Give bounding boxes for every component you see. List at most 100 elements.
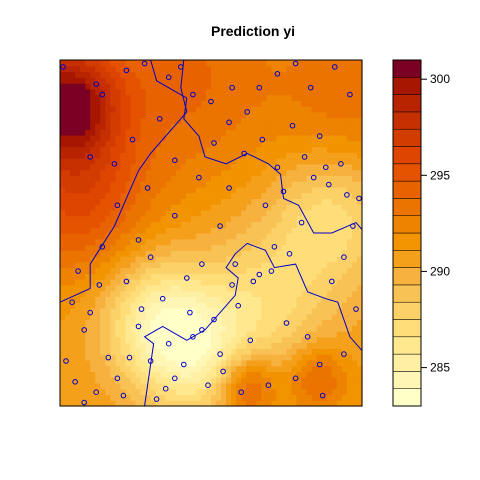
heatmap-cell xyxy=(297,383,303,389)
heatmap-cell xyxy=(186,221,192,227)
heatmap-cell xyxy=(236,83,242,89)
heatmap-cell xyxy=(332,268,338,274)
heatmap-cell xyxy=(65,221,71,227)
heatmap-cell xyxy=(141,83,147,89)
heatmap-cell xyxy=(115,170,121,176)
heatmap-cell xyxy=(216,256,222,262)
heatmap-cell xyxy=(226,366,232,372)
heatmap-cell xyxy=(191,187,197,193)
heatmap-cell xyxy=(271,72,277,78)
heatmap-cell xyxy=(80,112,86,118)
heatmap-cell xyxy=(75,331,81,337)
heatmap-cell xyxy=(60,325,66,331)
heatmap-cell xyxy=(206,314,212,320)
heatmap-cell xyxy=(221,89,227,95)
heatmap-cell xyxy=(176,366,182,372)
heatmap-cell xyxy=(100,66,106,72)
heatmap-cell xyxy=(201,394,207,400)
heatmap-cell xyxy=(317,325,323,331)
heatmap-cell xyxy=(211,187,217,193)
heatmap-cell xyxy=(151,100,157,106)
heatmap-cell xyxy=(186,354,192,360)
heatmap-cell xyxy=(312,129,318,135)
heatmap-cell xyxy=(85,77,91,83)
heatmap-cell xyxy=(256,198,262,204)
heatmap-cell xyxy=(246,360,252,366)
heatmap-cell xyxy=(281,233,287,239)
heatmap-cell xyxy=(347,273,353,279)
heatmap-cell xyxy=(337,210,343,216)
heatmap-cell xyxy=(307,268,313,274)
heatmap-cell xyxy=(251,348,257,354)
heatmap-cell xyxy=(196,394,202,400)
heatmap-cell xyxy=(120,221,126,227)
heatmap-cell xyxy=(161,256,167,262)
heatmap-cell xyxy=(186,66,192,72)
heatmap-cell xyxy=(251,181,257,187)
heatmap-cell xyxy=(85,348,91,354)
heatmap-cell xyxy=(241,175,247,181)
heatmap-cell xyxy=(211,118,217,124)
heatmap-cell xyxy=(352,175,358,181)
heatmap-cell xyxy=(256,256,262,262)
heatmap-cell xyxy=(115,106,121,112)
heatmap-cell xyxy=(256,152,262,158)
heatmap-cell xyxy=(251,360,257,366)
heatmap-cell xyxy=(156,152,162,158)
heatmap-cell xyxy=(136,291,142,297)
heatmap-cell xyxy=(261,343,267,349)
heatmap-cell xyxy=(156,158,162,164)
heatmap-cell xyxy=(156,100,162,106)
heatmap-cell xyxy=(281,210,287,216)
heatmap-cell xyxy=(211,285,217,291)
heatmap-cell xyxy=(211,296,217,302)
heatmap-cell xyxy=(211,325,217,331)
heatmap-cell xyxy=(347,239,353,245)
heatmap-cell xyxy=(256,66,262,72)
heatmap-cell xyxy=(100,371,106,377)
heatmap-cell xyxy=(236,296,242,302)
heatmap-cell xyxy=(80,210,86,216)
heatmap-cell xyxy=(191,147,197,153)
colorbar-band xyxy=(393,112,421,129)
heatmap-cell xyxy=(105,95,111,101)
heatmap-cell xyxy=(171,250,177,256)
heatmap-cell xyxy=(332,129,338,135)
heatmap-cell xyxy=(70,66,76,72)
heatmap-cell xyxy=(80,279,86,285)
heatmap-cell xyxy=(85,135,91,141)
heatmap-cell xyxy=(221,187,227,193)
heatmap-cell xyxy=(141,106,147,112)
heatmap-cell xyxy=(105,285,111,291)
heatmap-cell xyxy=(110,268,116,274)
heatmap-cell xyxy=(201,360,207,366)
heatmap-cell xyxy=(327,129,333,135)
heatmap-cell xyxy=(166,187,172,193)
heatmap-cell xyxy=(281,152,287,158)
heatmap-cell xyxy=(85,221,91,227)
heatmap-cell xyxy=(266,181,272,187)
heatmap-cell xyxy=(166,389,172,395)
heatmap-cell xyxy=(146,118,152,124)
heatmap-cell xyxy=(307,296,313,302)
heatmap-cell xyxy=(276,366,282,372)
heatmap-cell xyxy=(105,394,111,400)
heatmap-cell xyxy=(261,112,267,118)
heatmap-cell xyxy=(231,66,237,72)
heatmap-cell xyxy=(231,221,237,227)
heatmap-cell xyxy=(206,141,212,147)
heatmap-cell xyxy=(327,193,333,199)
heatmap-cell xyxy=(70,308,76,314)
heatmap-cell xyxy=(337,181,343,187)
heatmap-cell xyxy=(287,233,293,239)
heatmap-cell xyxy=(216,360,222,366)
heatmap-cell xyxy=(186,377,192,383)
heatmap-cell xyxy=(251,233,257,239)
heatmap-cell xyxy=(312,245,318,251)
heatmap-cell xyxy=(70,77,76,83)
heatmap-cell xyxy=(226,135,232,141)
heatmap-cell xyxy=(281,343,287,349)
heatmap-cell xyxy=(317,279,323,285)
heatmap-cell xyxy=(136,268,142,274)
heatmap-cell xyxy=(317,89,323,95)
